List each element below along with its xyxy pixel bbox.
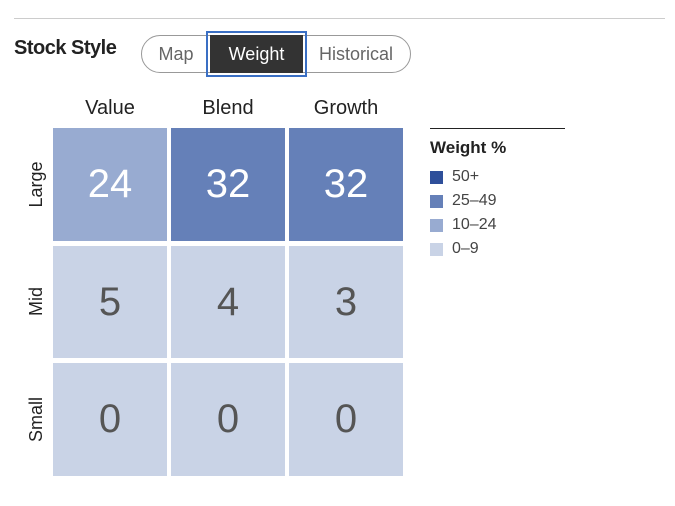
- style-cell: 32: [171, 128, 285, 241]
- style-cell: 0: [53, 363, 167, 476]
- style-cell: 0: [171, 363, 285, 476]
- style-cell: 24: [53, 128, 167, 241]
- tab[interactable]: Weight: [206, 31, 307, 77]
- tab[interactable]: Historical: [318, 44, 393, 64]
- style-cell: 0: [289, 363, 403, 476]
- title: Stock Style: [14, 37, 117, 59]
- column-label: Growth: [313, 97, 379, 119]
- legend-label: 10–24: [452, 216, 497, 233]
- style-cell: 32: [289, 128, 403, 241]
- legend-swatch: [430, 219, 443, 232]
- style-cell: 3: [289, 246, 403, 358]
- legend-swatch: [430, 171, 443, 184]
- column-label: Blend: [202, 97, 254, 119]
- column-label: Value: [85, 97, 135, 119]
- legend-title: Weight %: [430, 138, 507, 157]
- style-cell: 5: [53, 246, 167, 358]
- legend-label: 25–49: [452, 192, 497, 209]
- row-label: Mid: [26, 287, 46, 317]
- style-cell: 4: [171, 246, 285, 358]
- legend-label: 50+: [452, 168, 480, 185]
- row-label: Large: [26, 160, 46, 208]
- legend-swatch: [430, 195, 443, 208]
- divider: [14, 18, 665, 19]
- legend-rule: [430, 128, 565, 129]
- tab[interactable]: Map: [158, 44, 194, 64]
- legend-label: 0–9: [452, 240, 479, 257]
- legend-swatch: [430, 243, 443, 256]
- row-label: Small: [26, 396, 46, 442]
